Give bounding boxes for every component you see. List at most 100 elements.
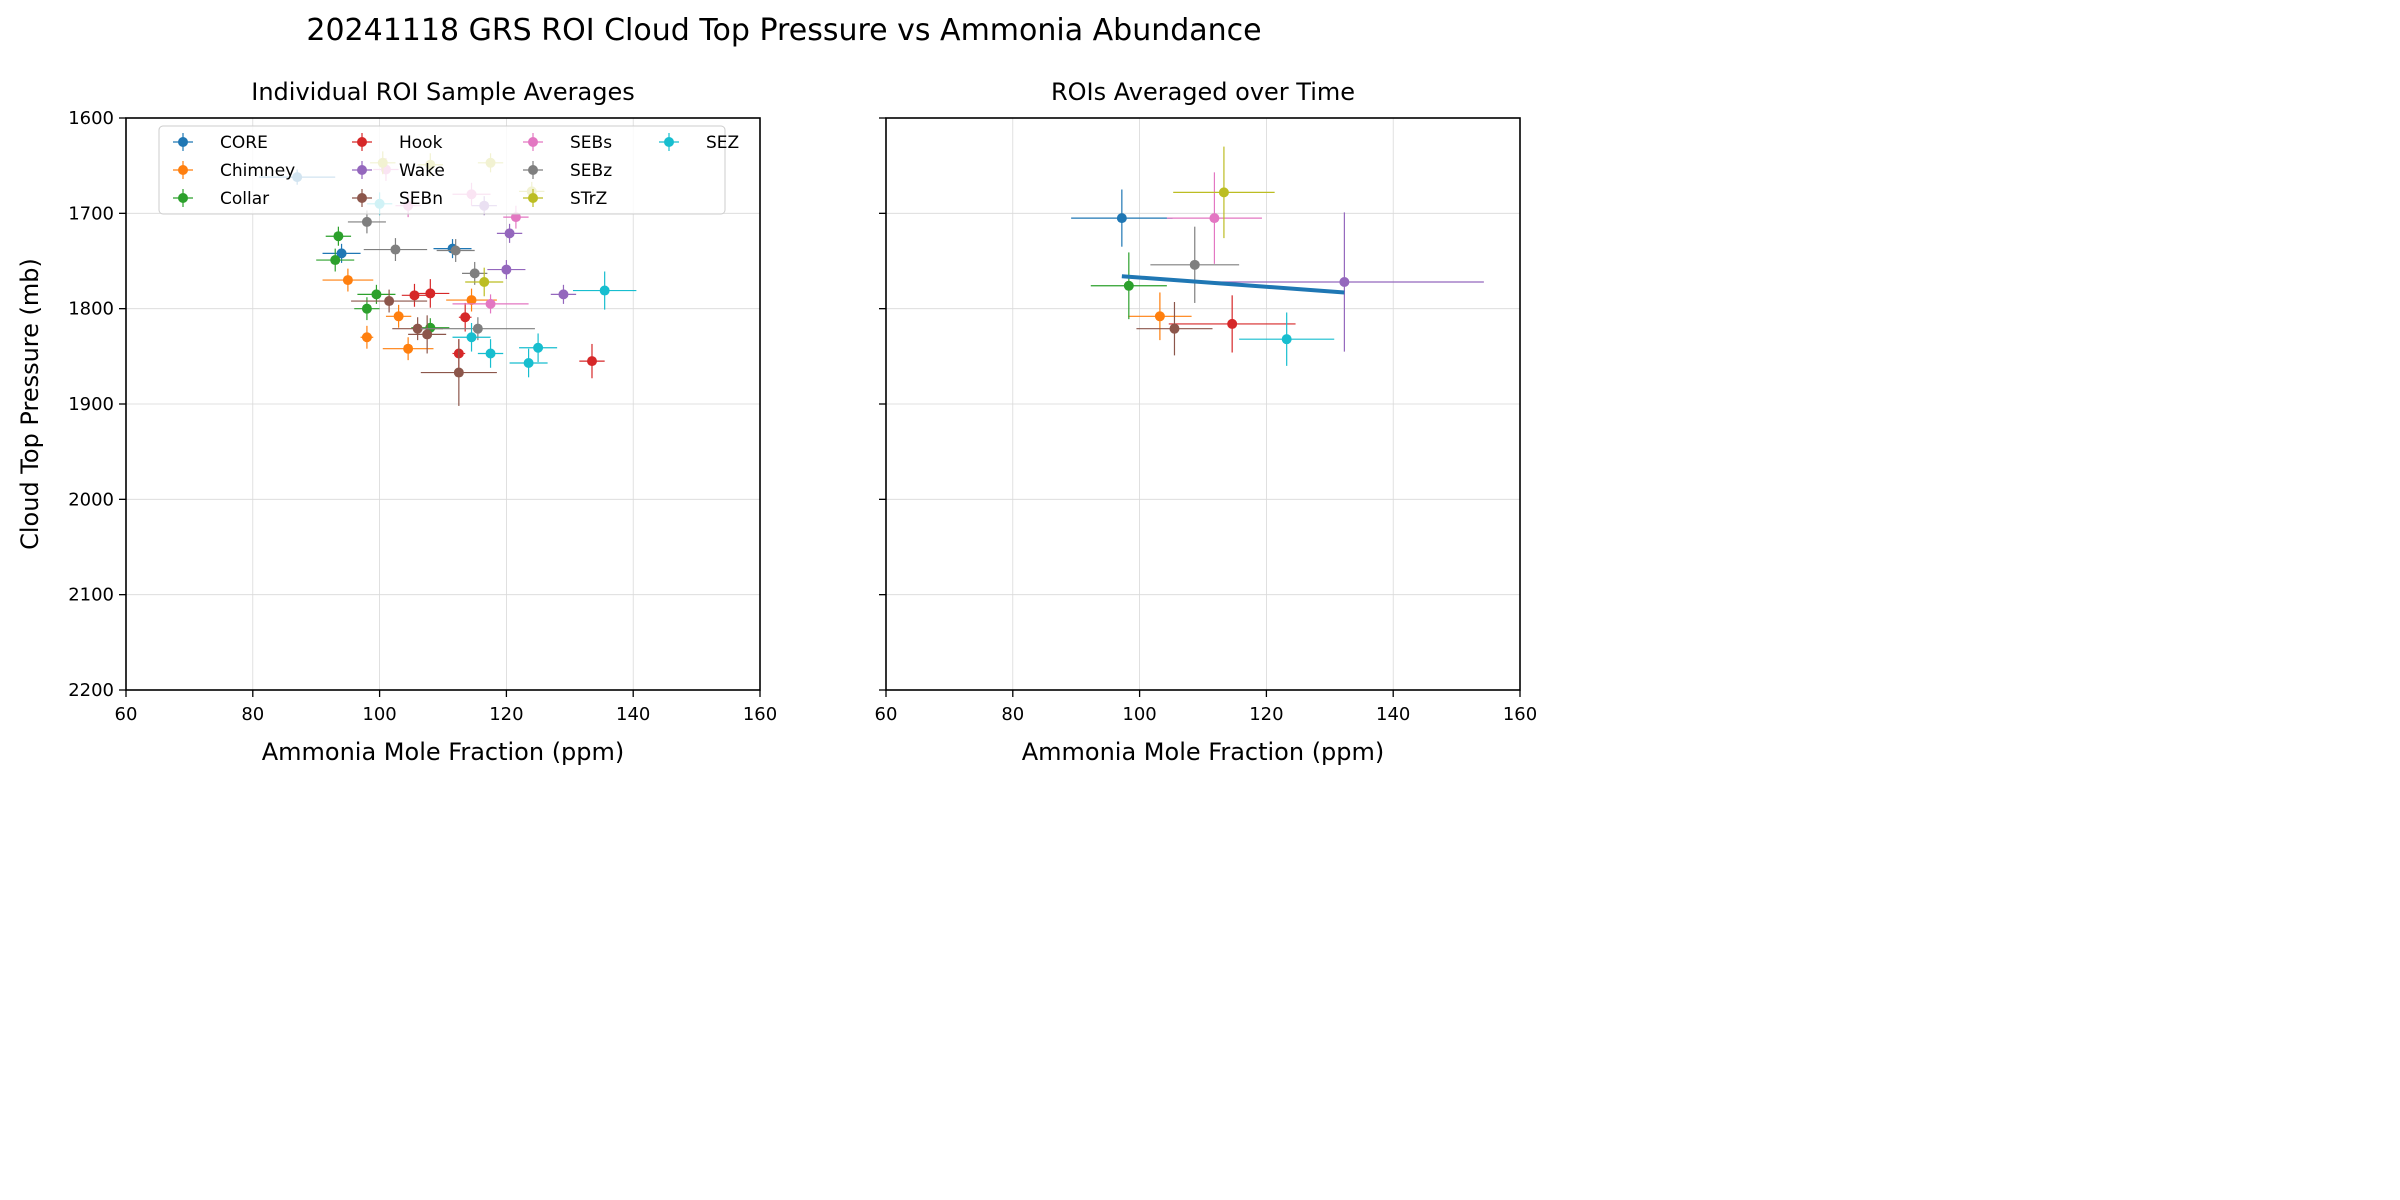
data-point (466, 295, 477, 306)
x-tick-label: 100 (362, 704, 396, 725)
data-point (393, 311, 404, 322)
left-panel: 60 80 100 120 140 160 1600 1700 1800 1900 2000 2100… (16, 78, 777, 766)
data-point (1227, 318, 1238, 329)
series-sebz (347, 210, 535, 341)
data-point (599, 285, 610, 296)
legend-entry-label: SEZ (706, 133, 739, 153)
data-point (1189, 259, 1200, 270)
data-point (1218, 187, 1229, 198)
legend-swatch-marker (357, 165, 367, 175)
y-tick-label: 2000 (68, 489, 114, 510)
legend-frame (158, 125, 726, 215)
data-point (409, 290, 420, 301)
legend-swatch-marker (528, 165, 538, 175)
legend-entry-label: Hook (399, 133, 443, 153)
data-point (450, 245, 461, 256)
data-point (1339, 276, 1350, 287)
series-sebs (1166, 172, 1262, 264)
x-tick-label: 100 (1122, 704, 1156, 725)
right-x-axis-label: Ammonia Mole Fraction (ppm) (1022, 738, 1385, 766)
y-tick-label: 1700 (68, 203, 114, 224)
series-chimney (1128, 292, 1192, 341)
data-point (1116, 213, 1127, 224)
data-point (472, 323, 483, 334)
data-point (479, 276, 490, 287)
legend-swatch-marker (178, 193, 188, 203)
data-point (361, 216, 372, 227)
data-point (330, 255, 341, 266)
data-point (533, 342, 544, 353)
legend-entry-label: SEBs (570, 133, 612, 153)
data-point (1281, 334, 1292, 345)
fit-line (1121, 274, 1345, 295)
x-tick-label: 140 (1376, 704, 1410, 725)
legend-entry-label: STrZ (570, 189, 607, 209)
figure-background (0, 0, 1560, 780)
figure-title: 20241118 GRS ROI Cloud Top Pressure vs A… (306, 13, 1261, 48)
y-axis-label: Cloud Top Pressure (mb) (16, 258, 44, 550)
series-wake (1204, 212, 1484, 352)
data-point (466, 332, 477, 343)
left-panel-title: Individual ROI Sample Averages (251, 78, 634, 106)
data-point (403, 343, 414, 354)
data-point (469, 268, 480, 279)
data-point (460, 312, 471, 323)
series-sez (1239, 312, 1335, 366)
data-point (510, 212, 521, 223)
legend-swatch-marker (178, 137, 188, 147)
data-point (453, 367, 464, 378)
x-tick-label: 80 (1001, 704, 1024, 725)
right-data-marks (1071, 146, 1484, 366)
data-point (501, 264, 512, 275)
data-point (1209, 213, 1220, 224)
y-tick-label: 1900 (68, 394, 114, 415)
legend-entry-label: Collar (220, 189, 269, 209)
data-point (504, 228, 515, 239)
series-sebz (1150, 226, 1240, 303)
x-tick-label: 160 (1503, 704, 1537, 725)
series-hook (401, 279, 605, 379)
data-point (485, 348, 496, 359)
right-panel: 60 80 100 120 140 160 ROIs Averaged over Time… (875, 78, 1538, 766)
data-point (1123, 280, 1134, 291)
data-point (412, 323, 423, 334)
series-strz (1173, 146, 1275, 239)
x-tick-label: 160 (743, 704, 777, 725)
x-tick-label: 60 (875, 704, 898, 725)
legend-swatch-marker (178, 165, 188, 175)
data-point (361, 332, 372, 343)
legend-entry-label: CORE (220, 133, 268, 153)
right-ticks: 60 80 100 120 140 160 (875, 117, 1537, 725)
data-point (390, 244, 401, 255)
x-tick-label: 140 (616, 704, 650, 725)
legend-swatch-marker (357, 137, 367, 147)
left-ticks: 60 80 100 120 140 160 1600 1700 1800 1900 2000 2100… (68, 108, 777, 725)
x-tick-label: 120 (1249, 704, 1283, 725)
figure: 20241118 GRS ROI Cloud Top Pressure vs A… (0, 0, 1560, 780)
data-point (336, 248, 347, 259)
data-point (523, 358, 534, 369)
data-point (333, 231, 344, 242)
legend-entry-label: SEBn (399, 189, 443, 209)
series-hook (1168, 295, 1296, 353)
series-collar (1090, 252, 1167, 320)
series-chimney (322, 268, 497, 361)
series-sebn (1136, 301, 1213, 356)
legend-entry-label: SEBz (570, 161, 612, 181)
data-point (1169, 323, 1180, 334)
legend: CORE Chimney Collar Hook Wake SEBn SEBs SEBz STr… (158, 125, 739, 215)
data-point (485, 298, 496, 309)
legend-entry-label: Wake (399, 161, 445, 181)
left-x-axis-label: Ammonia Mole Fraction (ppm) (262, 738, 625, 766)
data-point (361, 303, 372, 314)
x-tick-label: 60 (115, 704, 138, 725)
y-tick-label: 1600 (68, 108, 114, 129)
series-sez (366, 192, 637, 378)
legend-swatch-marker (664, 137, 674, 147)
legend-swatch-marker (528, 193, 538, 203)
data-point (586, 356, 597, 367)
data-point (1154, 311, 1165, 322)
data-point (558, 289, 569, 300)
data-point (422, 329, 433, 340)
legend-swatch-marker (528, 137, 538, 147)
